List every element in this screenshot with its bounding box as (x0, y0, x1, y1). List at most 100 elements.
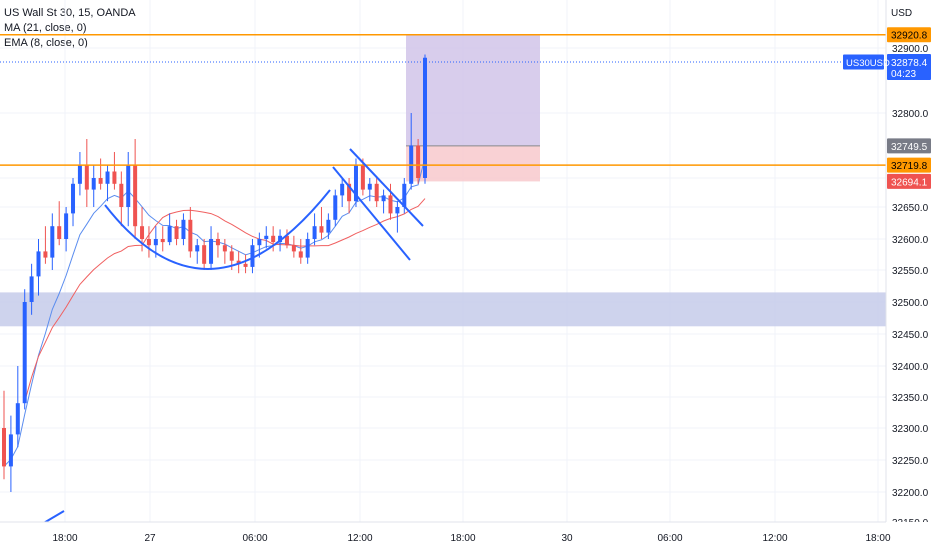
candle-body (29, 276, 34, 302)
time-tick-label: 30 (561, 533, 573, 544)
cup-curve (104, 189, 331, 270)
price-tick-label: 32350.0 (892, 393, 929, 404)
candle-body (167, 226, 172, 243)
price-tick-label: 32450.0 (892, 330, 929, 341)
candle-body (64, 213, 69, 239)
candle-body (77, 165, 82, 184)
price-tick-label: 32500.0 (892, 298, 929, 309)
candle-body (257, 239, 262, 246)
time-tick-label: 18:00 (52, 533, 77, 544)
price-tick-label: 32300.0 (892, 424, 929, 435)
candle-body (174, 226, 179, 239)
candle-body (312, 226, 317, 239)
candle-body (188, 219, 193, 252)
candle-body (71, 183, 76, 214)
countdown-label: 04:23 (891, 69, 916, 80)
price-tick-label: 32250.0 (892, 456, 929, 467)
ma-line (24, 198, 426, 402)
price-tick-label: 32900.0 (892, 44, 929, 55)
price-label-text: 32749.5 (891, 142, 928, 153)
candles (2, 54, 427, 492)
candle-body (243, 263, 248, 267)
price-label-text: 32878.4 (891, 58, 928, 69)
support-zone (0, 292, 886, 327)
profit-zone (406, 34, 540, 146)
symbol-tag-box (843, 54, 884, 70)
candle-body (319, 226, 324, 233)
candle-body (140, 226, 145, 239)
price-label-box (887, 54, 931, 81)
price-tick-label: 32800.0 (892, 109, 929, 120)
candle-body (381, 195, 386, 202)
candle-body (112, 171, 117, 184)
candle-body (126, 165, 131, 207)
candle-body (367, 183, 372, 190)
candle-body (374, 183, 379, 202)
legend-ema[interactable]: EMA (8, close, 0) (4, 37, 88, 49)
time-tick-label: 06:00 (242, 533, 267, 544)
price-label-text: 32719.8 (891, 161, 928, 172)
candle-body (250, 245, 255, 267)
time-tick-label: 12:00 (347, 533, 372, 544)
price-axis (886, 0, 932, 550)
candle-body (402, 183, 407, 207)
candle-body (229, 251, 234, 261)
candle-body (340, 183, 345, 196)
drawings (0, 33, 886, 525)
candle-body (209, 239, 214, 264)
time-axis (0, 522, 932, 550)
candle-body (271, 235, 276, 243)
legend-ma[interactable]: MA (21, close, 0) (4, 22, 87, 34)
ema-line (3, 157, 426, 467)
flag-channel-bottom (332, 166, 411, 261)
candle-body (305, 239, 310, 258)
price-label-box (887, 27, 931, 43)
candle-body (195, 245, 200, 252)
candle-body (284, 235, 289, 246)
legend-title[interactable]: US Wall St 30, 15, OANDA (4, 7, 136, 19)
price-label-box (887, 173, 931, 189)
price-label-box (887, 157, 931, 173)
candle-body (333, 195, 338, 220)
candle-body (416, 145, 421, 178)
time-tick-label: 18:00 (865, 533, 890, 544)
candle-body (8, 434, 13, 467)
symbol-tag: US30USD (846, 58, 890, 69)
candle-body (388, 195, 393, 214)
candle-body (181, 219, 186, 239)
price-tick-label: 32200.0 (892, 488, 929, 499)
candle-body (105, 171, 110, 184)
candle-body (395, 207, 400, 214)
candle-body (291, 245, 296, 252)
time-tick-label: 12:00 (762, 533, 787, 544)
zones (0, 34, 886, 327)
candle-body (98, 178, 103, 184)
candle-body (353, 165, 358, 202)
candle-body (43, 251, 48, 258)
flag-channel-top (349, 148, 424, 227)
candle-body (326, 219, 331, 233)
candle-body (119, 183, 124, 207)
candle-body (133, 165, 138, 227)
candle-body (50, 226, 55, 258)
candle-body (222, 245, 227, 252)
candle-body (236, 260, 241, 264)
candle-body (57, 226, 62, 239)
time-tick-label: 06:00 (657, 533, 682, 544)
price-tick-label: 32400.0 (892, 362, 929, 373)
candle-body (36, 251, 41, 277)
loss-zone (406, 145, 540, 182)
time-tick-label: 18:00 (450, 533, 475, 544)
candle-body (2, 428, 6, 467)
candle-body (22, 302, 27, 404)
indicators (3, 157, 426, 467)
candle-body (84, 165, 89, 190)
candle-body (153, 239, 158, 246)
price-label-box (887, 138, 931, 154)
time-tick-label: 27 (144, 533, 156, 544)
candle-body (278, 235, 283, 243)
candle-body (264, 235, 269, 239)
chart-legend: US Wall St 30, 15, OANDA MA (21, close, … (4, 6, 136, 51)
price-label-text: 32694.1 (891, 177, 928, 188)
